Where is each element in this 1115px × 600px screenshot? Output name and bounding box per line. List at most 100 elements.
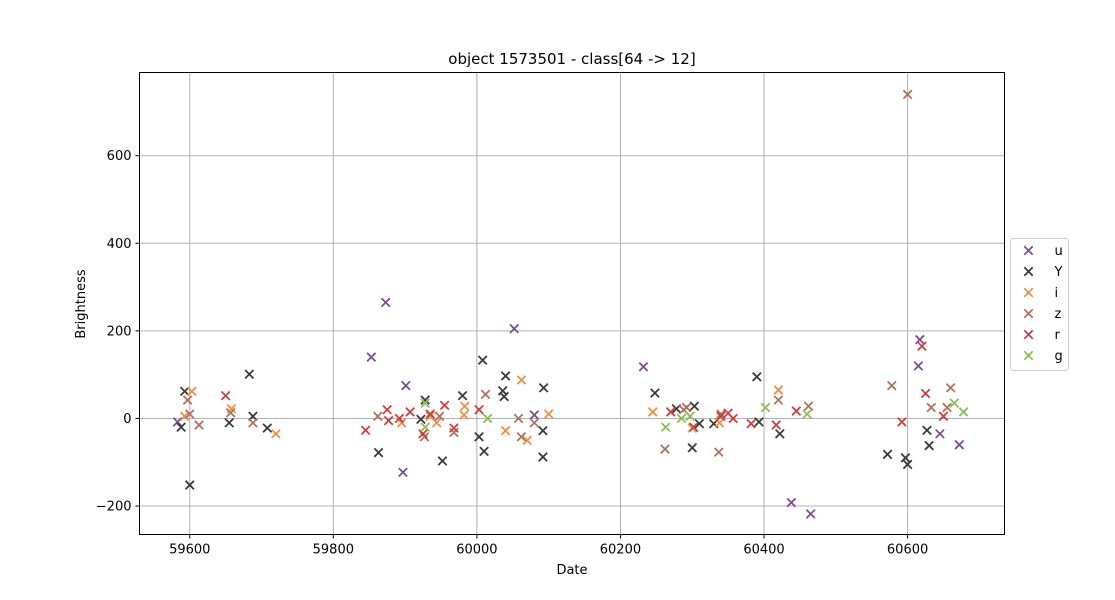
- x-tick-label: 59600: [169, 543, 210, 558]
- data-point-Y: [497, 386, 508, 396]
- data-point-z: [773, 395, 784, 405]
- data-point-r: [728, 413, 738, 424]
- data-point-Y: [224, 417, 235, 428]
- data-point-g: [420, 398, 431, 408]
- data-point-r: [220, 390, 231, 401]
- data-point-r: [771, 420, 782, 430]
- data-point-g: [802, 409, 812, 419]
- data-point-u: [366, 352, 377, 362]
- data-point-z: [713, 447, 724, 458]
- data-point-g: [685, 411, 695, 422]
- data-point-u: [172, 417, 183, 427]
- data-point-z: [942, 402, 952, 413]
- data-point-u: [935, 428, 945, 439]
- data-point-i: [773, 385, 784, 395]
- data-point-Y: [262, 423, 273, 433]
- data-point-r: [425, 409, 436, 419]
- data-point-Y: [538, 452, 548, 462]
- y-tick-label: 600: [107, 149, 132, 164]
- legend-marker-g: [1023, 350, 1034, 361]
- data-point-Y: [752, 372, 762, 382]
- data-point-Y: [774, 428, 785, 439]
- legend-marker-i: [1023, 287, 1034, 298]
- data-point-z: [184, 409, 195, 419]
- chart-title: object 1573501 - class[64 -> 12]: [448, 50, 695, 68]
- y-tick-label: 200: [107, 324, 132, 339]
- data-point-i: [459, 410, 469, 420]
- data-point-g: [676, 413, 687, 424]
- data-points: [172, 89, 969, 519]
- data-point-z: [926, 402, 937, 413]
- data-point-Y: [176, 422, 186, 433]
- data-point-z: [660, 444, 670, 454]
- data-point-r: [917, 341, 927, 352]
- legend-label-r: r: [1055, 328, 1061, 343]
- data-point-i: [647, 407, 658, 417]
- data-point-Y: [754, 417, 764, 427]
- grid-lines: [139, 72, 1005, 535]
- data-point-Y: [184, 480, 195, 490]
- data-point-r: [449, 423, 459, 433]
- legend-marker-u: [1023, 245, 1034, 256]
- data-point-Y: [694, 418, 705, 429]
- data-point-u: [380, 297, 391, 308]
- data-point-u: [400, 380, 411, 391]
- data-point-u: [805, 509, 816, 519]
- data-point-u: [638, 361, 649, 372]
- data-point-z: [886, 380, 897, 391]
- y-tick-label: 400: [107, 237, 132, 252]
- data-point-i: [271, 428, 281, 439]
- data-point-Y: [924, 440, 934, 451]
- x-tick-label: 60200: [600, 543, 641, 558]
- data-point-Y: [538, 425, 548, 436]
- x-tick-label: 60000: [456, 543, 497, 558]
- data-point-z: [449, 427, 459, 438]
- legend-label-z: z: [1055, 307, 1062, 322]
- x-tick-label: 60400: [743, 543, 784, 558]
- data-point-Y: [457, 390, 468, 401]
- data-point-z: [182, 395, 193, 405]
- data-point-Y: [479, 446, 489, 457]
- data-point-r: [474, 404, 484, 415]
- data-point-Y: [922, 425, 932, 436]
- data-point-Y: [499, 391, 510, 402]
- y-tick-label: −200: [96, 500, 132, 515]
- data-point-Y: [650, 388, 660, 398]
- data-point-u: [914, 334, 925, 345]
- data-point-Y: [500, 371, 511, 381]
- data-point-Y: [437, 456, 448, 466]
- data-point-u: [398, 467, 408, 478]
- data-point-u: [913, 361, 924, 371]
- data-point-z: [225, 407, 236, 418]
- data-point-u: [954, 439, 965, 450]
- y-axis-label: Brightness: [74, 269, 89, 338]
- x-axis-label: Date: [556, 563, 587, 578]
- data-point-Y: [689, 401, 700, 412]
- data-point-r: [405, 407, 415, 417]
- data-point-r: [382, 404, 392, 415]
- data-point-z: [902, 89, 913, 100]
- data-point-z: [194, 420, 204, 430]
- data-point-Y: [179, 386, 190, 397]
- data-point-u: [529, 410, 540, 420]
- data-point-r: [746, 418, 756, 429]
- data-point-r: [938, 411, 949, 422]
- data-point-r: [439, 400, 450, 411]
- data-point-z: [513, 413, 524, 424]
- data-point-Y: [477, 355, 488, 366]
- data-point-Y: [538, 382, 549, 393]
- data-point-z: [480, 389, 491, 400]
- data-point-Y: [420, 395, 431, 405]
- data-point-z: [803, 401, 814, 412]
- data-point-Y: [902, 459, 913, 470]
- data-point-r: [791, 406, 802, 416]
- data-point-Y: [687, 442, 698, 453]
- x-tick-label: 60600: [887, 543, 928, 558]
- data-point-r: [920, 388, 931, 399]
- data-point-g: [482, 413, 493, 424]
- data-point-r: [716, 411, 726, 422]
- data-point-r: [665, 407, 676, 417]
- data-point-i: [187, 386, 197, 397]
